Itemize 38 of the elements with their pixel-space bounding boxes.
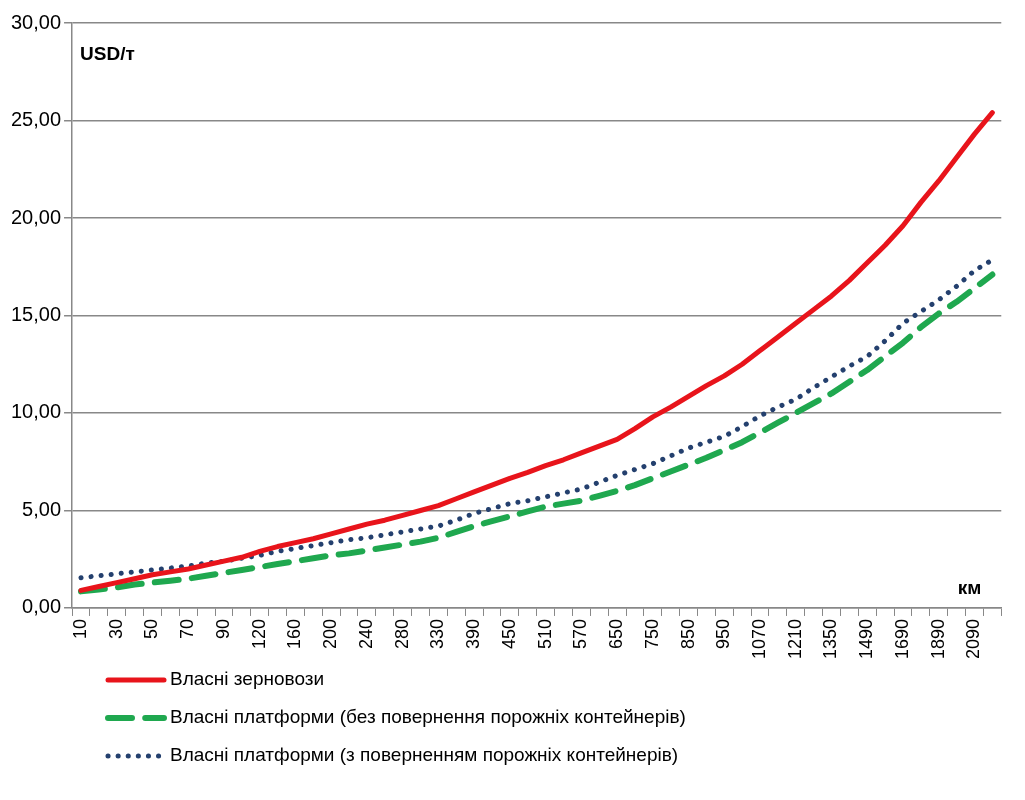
- x-tick-label: 160: [284, 618, 305, 649]
- x-tick-label: 2090: [963, 618, 984, 659]
- x-tick-label: 750: [641, 618, 662, 649]
- x-tick-label: 30: [105, 618, 126, 639]
- x-tick-label: 850: [677, 618, 698, 649]
- x-tick-label: 390: [463, 618, 484, 649]
- x-tick-label: 200: [320, 618, 341, 649]
- x-tick-label: 10: [69, 618, 90, 639]
- x-tick-label: 240: [355, 618, 376, 649]
- x-tick-label: 570: [570, 618, 591, 649]
- x-tick-label: 650: [606, 618, 627, 649]
- legend-label: Власні платформи (з поверненням порожніх контейнерів): [170, 744, 679, 766]
- x-axis-title: км: [957, 576, 982, 598]
- y-axis-title: USD/т: [80, 42, 135, 64]
- x-tick-label: 120: [248, 618, 269, 649]
- y-tick-label: 10,00: [10, 400, 62, 423]
- x-tick-label: 330: [427, 618, 448, 649]
- y-tick-label: 15,00: [10, 302, 62, 325]
- y-tick-label: 25,00: [10, 108, 62, 131]
- x-tick-label: 450: [498, 618, 519, 649]
- x-tick-label: 70: [177, 618, 198, 639]
- x-tick-label: 1690: [891, 618, 912, 659]
- x-tick-label: 90: [212, 618, 233, 639]
- y-tick-label: 30,00: [10, 10, 62, 33]
- x-tick-label: 1070: [749, 618, 769, 659]
- legend-label: Власні зерновози: [170, 668, 325, 690]
- x-tick-label: 1210: [784, 618, 805, 659]
- legend-label: Власні платформи (без повернення порожніх контейнерів): [170, 706, 686, 728]
- y-tick-label: 5,00: [22, 497, 62, 520]
- x-tick-label: 1890: [927, 618, 948, 659]
- y-tick-label: 0,00: [22, 595, 62, 618]
- x-tick-label: 950: [713, 618, 734, 649]
- x-tick-label: 1350: [820, 618, 841, 659]
- x-tick-label: 50: [141, 618, 162, 639]
- x-tick-label: 1490: [856, 618, 877, 659]
- x-tick-label: 280: [391, 618, 412, 649]
- y-tick-label: 20,00: [10, 205, 62, 228]
- x-tick-label: 510: [534, 618, 555, 649]
